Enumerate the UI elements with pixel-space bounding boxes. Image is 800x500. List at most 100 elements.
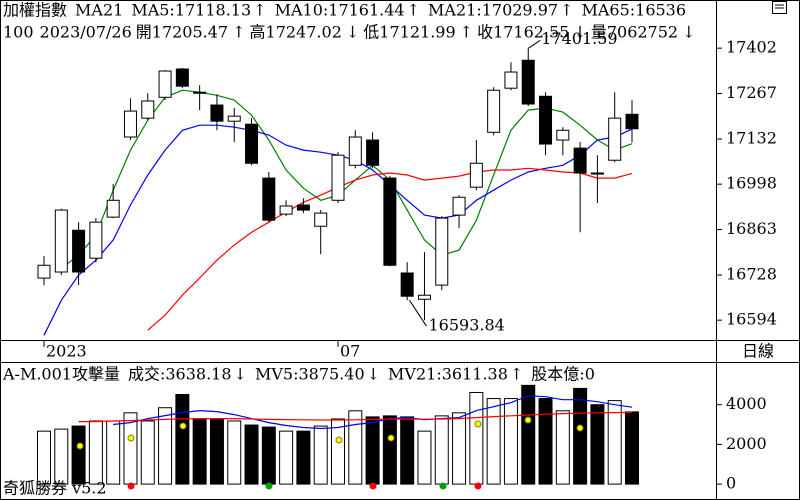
candle-body — [123, 110, 137, 138]
candle-body — [539, 95, 553, 145]
volume-bar — [175, 393, 190, 485]
candle-body — [193, 91, 207, 94]
signal-dot — [387, 434, 395, 442]
y-tick-label: 17267 — [726, 83, 777, 102]
candle-body — [417, 294, 431, 300]
legend-text: A-M.001攻擊量 — [2, 365, 120, 384]
volume-bar — [590, 404, 605, 485]
y-tick-label: 2000 — [726, 434, 767, 453]
volume-bar — [382, 415, 397, 485]
volume-bar — [625, 411, 639, 485]
candle-body — [366, 139, 380, 166]
info-text: 2023/07/26 — [40, 23, 132, 42]
volume-bar — [37, 430, 51, 485]
candle-body — [556, 129, 570, 141]
y-tick-label: 17402 — [726, 38, 777, 57]
signal-dot — [127, 482, 135, 490]
volume-bar — [503, 398, 518, 485]
volume-bar — [417, 430, 432, 485]
volume-bar — [365, 416, 380, 485]
signal-dot — [127, 434, 135, 442]
signal-dot — [474, 420, 482, 428]
candle-body — [175, 68, 189, 87]
moving-average-line — [113, 395, 633, 430]
volume-bar — [348, 410, 363, 485]
moving-average-line — [147, 167, 633, 331]
volume-bar — [244, 424, 259, 485]
volume-bar — [192, 418, 207, 485]
candle-body — [348, 136, 362, 166]
signal-dot — [179, 422, 187, 430]
legend-text: 股本億:0 — [531, 365, 595, 384]
legend-text: MA5:17118.13 — [131, 1, 251, 20]
volume-bar — [331, 418, 345, 485]
volume-bar — [313, 425, 328, 485]
candle-body — [279, 205, 293, 215]
info-text: 100 — [3, 23, 34, 42]
y-tick-label: 0 — [726, 474, 736, 493]
y-tick-label: 16594 — [726, 310, 777, 329]
candle-body — [158, 70, 172, 98]
info-text: ↑ — [232, 23, 245, 42]
legend-text: ↑ — [407, 1, 420, 20]
period-label[interactable]: 日線 — [742, 342, 774, 361]
annotation-leader — [409, 299, 427, 327]
annotation-leader — [527, 39, 541, 49]
volume-bar — [140, 420, 155, 485]
legend-text: 成交:3638.18 — [128, 365, 232, 384]
candle-body — [383, 177, 397, 266]
y-tick-label: 16863 — [726, 219, 777, 238]
legend-text: 加權指數 — [3, 1, 67, 20]
candle-body — [435, 217, 449, 286]
volume-bar — [158, 407, 173, 485]
legend-text: MA65:16536 — [581, 1, 686, 20]
y-tick-label: 16728 — [726, 265, 777, 284]
high-annotation: 17401.59 — [541, 29, 617, 48]
signal-dot — [369, 482, 377, 490]
volume-bar — [555, 410, 570, 485]
x-tick-label: 07 — [340, 342, 360, 361]
legend-text: ↓ — [367, 365, 380, 384]
candle-body — [245, 123, 259, 164]
legend-text: MA21:17029.97 — [428, 1, 558, 20]
y-tick-label: 17132 — [726, 129, 777, 148]
info-text: 開17205.47 — [136, 23, 228, 42]
candle-body — [469, 162, 483, 188]
info-text: ↑ — [460, 23, 473, 42]
candle-body — [141, 100, 155, 119]
volume-bar — [434, 415, 449, 485]
candle-body — [452, 196, 466, 216]
candle-body — [227, 115, 241, 122]
candle-body — [89, 221, 103, 259]
signal-dot — [439, 482, 447, 490]
signal-dot — [76, 442, 84, 450]
candle-body — [296, 204, 310, 211]
legend-text: ↑ — [560, 1, 573, 20]
volume-bar — [54, 428, 69, 485]
volume-bar — [452, 412, 467, 485]
candle-body — [521, 59, 535, 105]
volume-bar — [209, 418, 224, 485]
volume-bar — [261, 426, 276, 485]
volume-bar — [400, 416, 415, 485]
volume-bar — [538, 398, 553, 485]
candle-body — [487, 89, 501, 133]
candle-body — [331, 154, 345, 201]
legend-text: ↑ — [253, 1, 266, 20]
volume-bar — [607, 400, 622, 485]
volume-bar — [227, 420, 242, 485]
x-tick-label: 2023 — [46, 342, 87, 361]
y-tick-label: 4000 — [726, 394, 767, 413]
moving-average-line — [78, 411, 633, 423]
signal-dots — [76, 416, 584, 490]
info-text: ↓ — [346, 23, 359, 42]
signal-dot — [576, 424, 584, 432]
signal-dot — [524, 416, 532, 424]
y-tick-label: 16998 — [726, 174, 777, 193]
info-text: ↓ — [573, 23, 586, 42]
info-text: ↓ — [682, 23, 695, 42]
candle-body — [106, 199, 120, 218]
signal-dot — [474, 482, 482, 490]
